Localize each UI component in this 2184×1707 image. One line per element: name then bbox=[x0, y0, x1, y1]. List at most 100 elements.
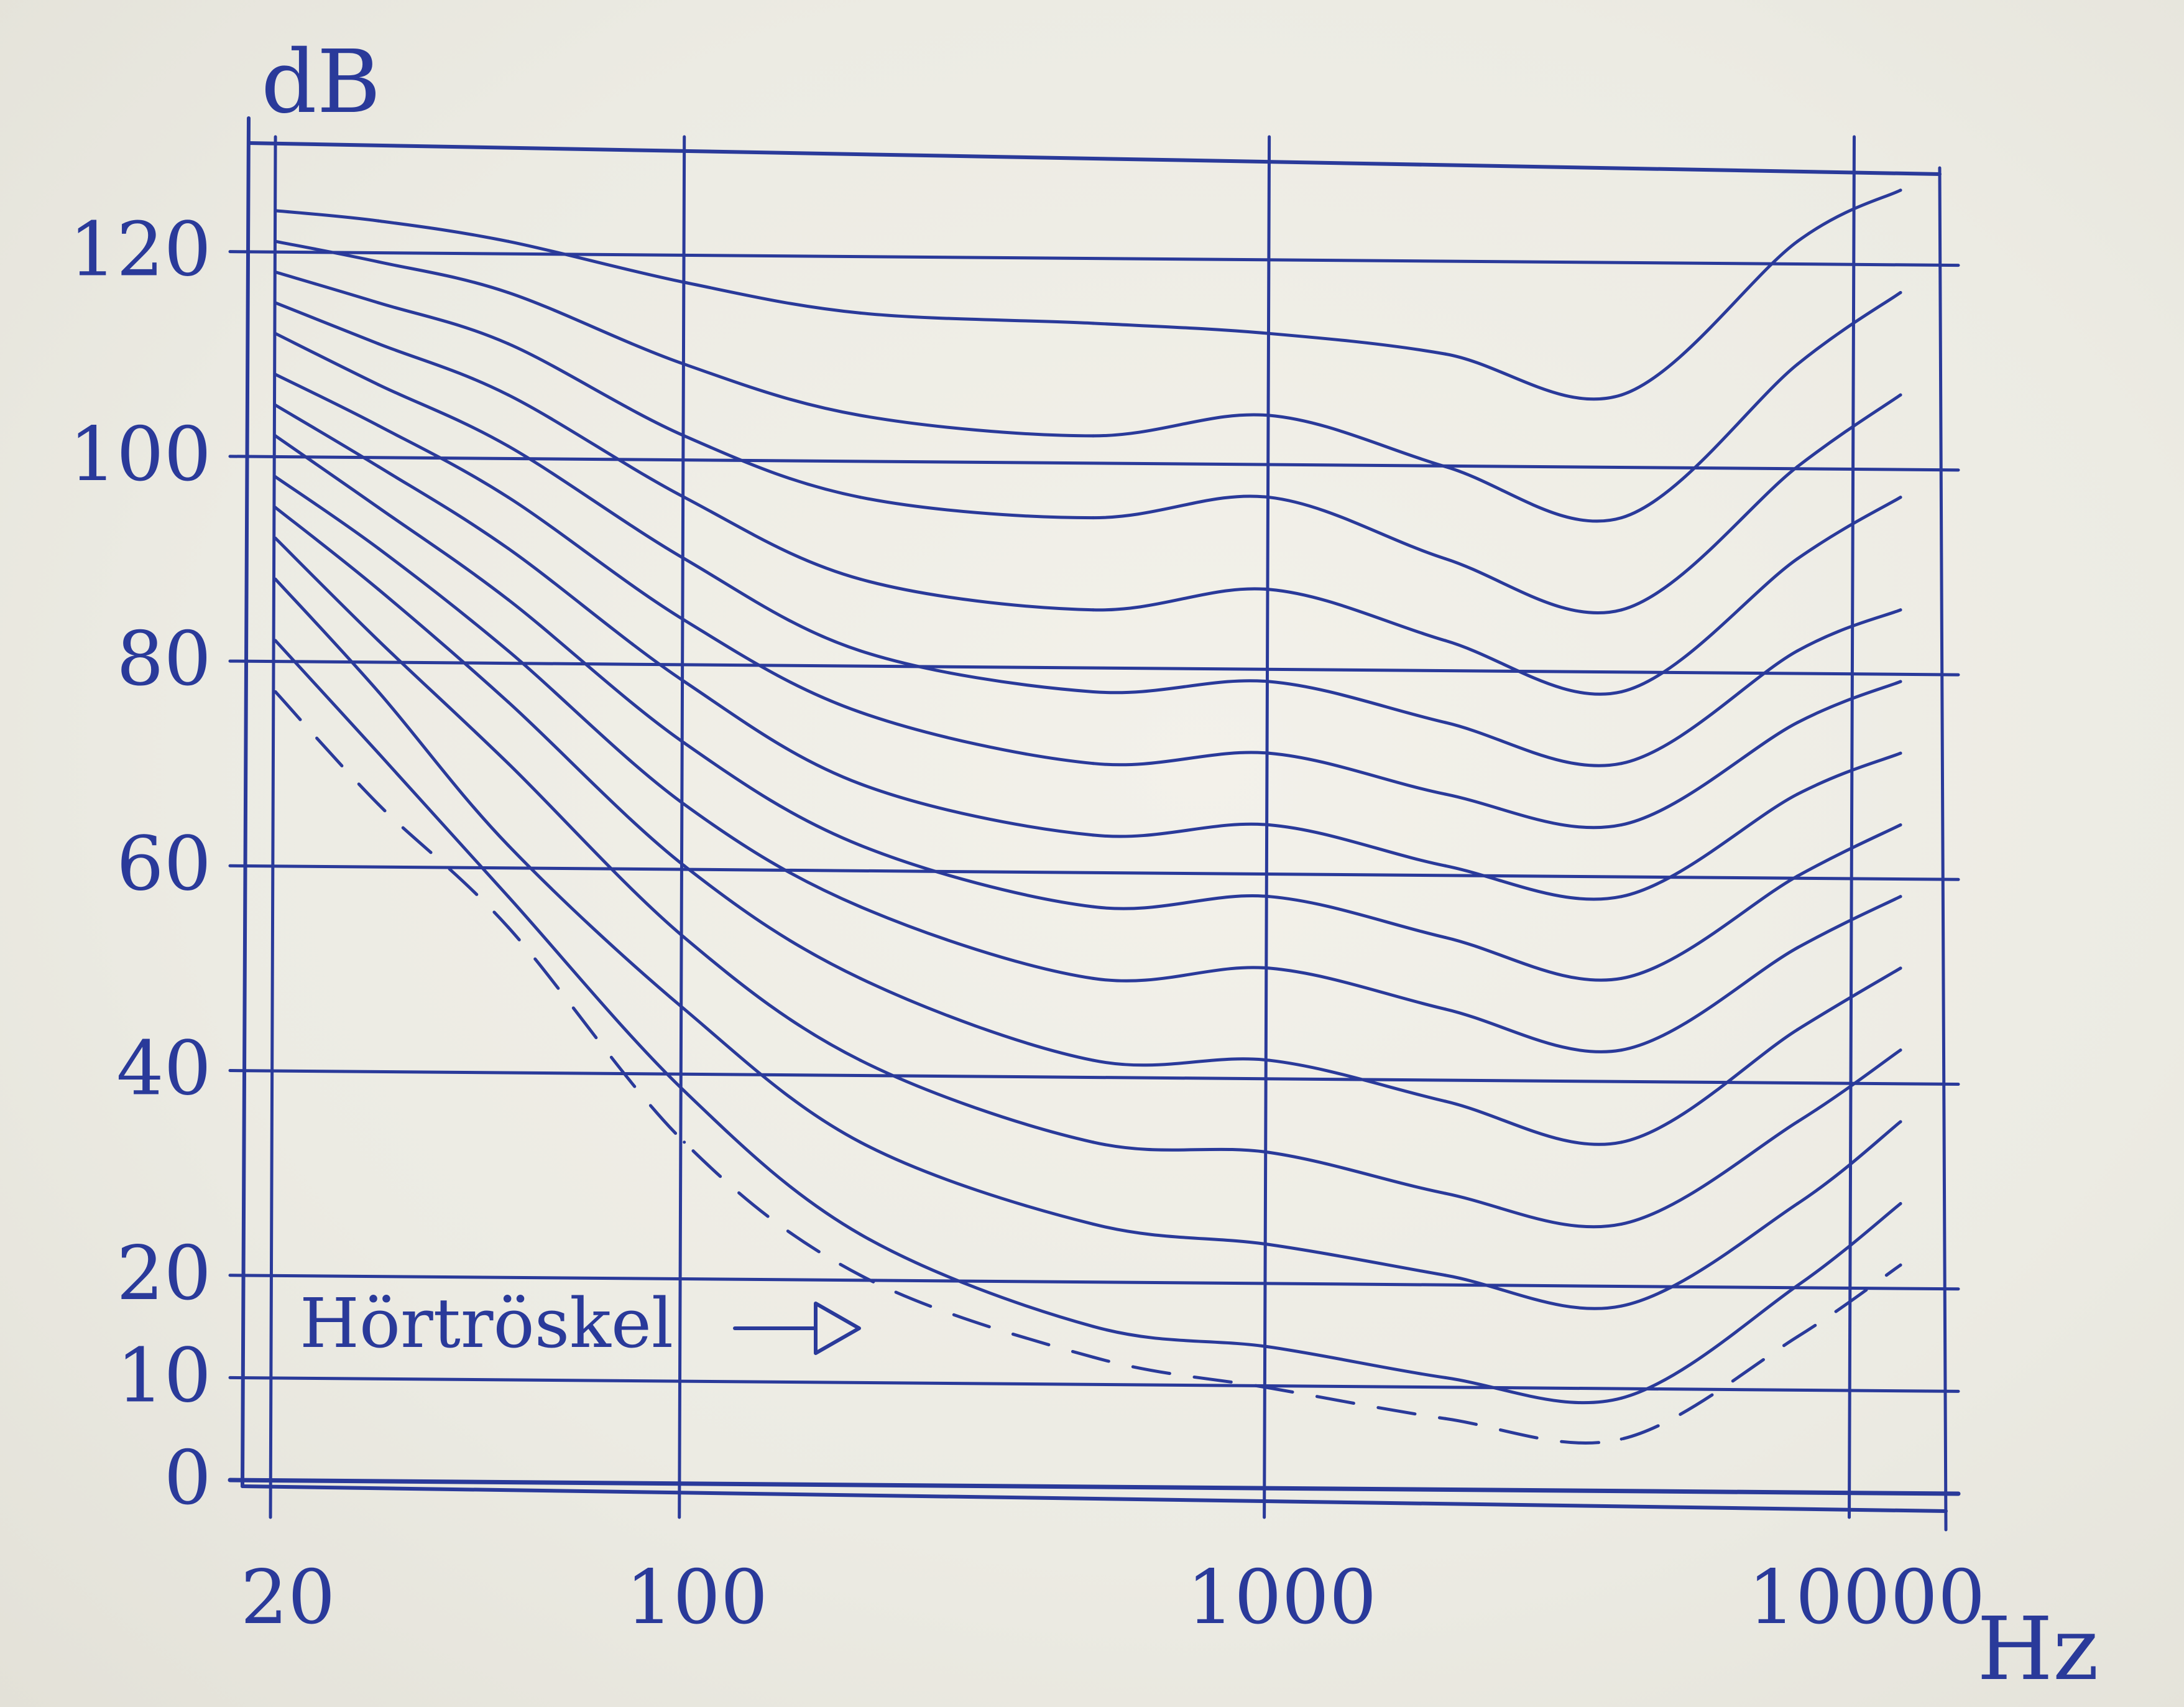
curve-11-point-9 bbox=[1795, 557, 1799, 560]
curve-5-point-10 bbox=[1899, 966, 1902, 970]
curve-14-point-1 bbox=[377, 219, 380, 223]
grid-line-y-40 bbox=[228, 1069, 1960, 1086]
curve-4-point-3 bbox=[683, 936, 686, 940]
x-tick-label-1000: 1000 bbox=[1187, 1555, 1376, 1641]
loudness-curves bbox=[274, 188, 1902, 1445]
curve-12-point-10 bbox=[1899, 393, 1902, 397]
curve-13-point-7 bbox=[1444, 465, 1447, 468]
curve-10-point-3 bbox=[683, 557, 686, 560]
curve-6-point-5 bbox=[1091, 976, 1095, 980]
curve-5-point-2 bbox=[506, 700, 510, 704]
curve-9-point-8 bbox=[1620, 823, 1623, 826]
y-tick-label-0: 0 bbox=[164, 1435, 211, 1522]
curve-3-point-1 bbox=[377, 690, 380, 693]
x-tick-label-10000: 10000 bbox=[1748, 1555, 1986, 1641]
curve-8-point-6 bbox=[1268, 823, 1271, 826]
curve-10-point-4 bbox=[859, 649, 862, 653]
curve-5-point-5 bbox=[1091, 1058, 1095, 1062]
curve-10-point-2 bbox=[506, 444, 510, 448]
grid-line-y-20 bbox=[228, 1274, 1960, 1291]
grid-line-y-100 bbox=[228, 455, 1960, 472]
curve-4-point-4 bbox=[859, 1058, 862, 1062]
curve-5-point-0 bbox=[274, 506, 277, 509]
loudness-curve-9 bbox=[274, 372, 1902, 830]
loudness-curve-4 bbox=[274, 537, 1902, 1229]
curve-13-point-5 bbox=[1091, 434, 1095, 438]
curve-2-point-7 bbox=[1444, 1376, 1447, 1379]
curve-13-point-9 bbox=[1795, 363, 1799, 366]
curve-8-point-9 bbox=[1795, 792, 1799, 796]
curve-7-point-9 bbox=[1795, 874, 1799, 878]
curve-4-point-5 bbox=[1091, 1140, 1095, 1144]
curve-11-point-5 bbox=[1091, 608, 1095, 612]
y-tick-label-40: 40 bbox=[116, 1026, 211, 1113]
curve-12-point-6 bbox=[1268, 496, 1271, 499]
loudness-curve-14 bbox=[274, 188, 1902, 401]
curve-4-point-2 bbox=[506, 762, 510, 766]
curve-3-point-2 bbox=[506, 843, 510, 847]
curve-11-point-2 bbox=[506, 393, 510, 397]
grid-line-x-20 bbox=[269, 135, 277, 1519]
y-tick-label-60: 60 bbox=[116, 821, 211, 907]
curve-7-point-0 bbox=[274, 434, 277, 438]
annotation-arrow-head bbox=[814, 1302, 861, 1355]
curve-2-point-0 bbox=[274, 639, 277, 642]
chart-grid bbox=[228, 135, 1961, 1532]
curve-4-point-0 bbox=[274, 537, 277, 540]
curve-6-point-0 bbox=[274, 475, 277, 479]
curve-12-point-0 bbox=[274, 271, 277, 274]
loudness-curve-7 bbox=[274, 434, 1902, 982]
curve-3-point-3 bbox=[683, 1007, 686, 1011]
curve-11-point-6 bbox=[1268, 588, 1271, 591]
curve-3-point-6 bbox=[1268, 1242, 1271, 1246]
curve-8-point-7 bbox=[1444, 864, 1447, 867]
frame-top bbox=[247, 141, 1942, 176]
y-tick-label-10: 10 bbox=[116, 1333, 211, 1419]
curve-7-point-3 bbox=[683, 741, 686, 745]
curve-12-point-7 bbox=[1444, 557, 1447, 560]
curve-2-point-6 bbox=[1268, 1345, 1271, 1349]
curve-2-point-10 bbox=[1899, 1202, 1902, 1206]
curve-4-point-6 bbox=[1268, 1150, 1271, 1154]
curve-14-point-10 bbox=[1899, 188, 1902, 192]
curve-7-point-2 bbox=[506, 598, 510, 601]
curve-7-point-10 bbox=[1899, 823, 1902, 826]
curve-11-point-0 bbox=[274, 301, 277, 305]
curve-1-point-2 bbox=[506, 925, 510, 929]
curve-11-point-8 bbox=[1620, 690, 1623, 693]
curve-9-point-5 bbox=[1091, 762, 1095, 766]
curve-12-point-1 bbox=[377, 301, 380, 305]
curve-9-point-2 bbox=[506, 496, 510, 499]
curve-11-point-3 bbox=[683, 496, 686, 499]
x-axis-label: Hz bbox=[1977, 1599, 2099, 1700]
curve-14-point-9 bbox=[1795, 239, 1799, 243]
curve-10-point-9 bbox=[1795, 649, 1799, 653]
grid-line-y-60 bbox=[228, 864, 1960, 881]
curve-6-point-7 bbox=[1444, 1007, 1447, 1011]
curve-14-point-7 bbox=[1444, 352, 1447, 356]
loudness-curve-6 bbox=[274, 475, 1902, 1053]
curve-4-point-1 bbox=[377, 639, 380, 642]
x-tick-label-20: 20 bbox=[241, 1555, 336, 1641]
curve-9-point-6 bbox=[1268, 751, 1271, 755]
curve-1-point-10 bbox=[1899, 1263, 1902, 1267]
curve-9-point-9 bbox=[1795, 721, 1799, 724]
loudness-curve-3 bbox=[274, 577, 1902, 1310]
curve-12-point-9 bbox=[1795, 465, 1799, 468]
curve-7-point-8 bbox=[1620, 976, 1623, 980]
curve-12-point-8 bbox=[1620, 608, 1623, 612]
curve-9-point-10 bbox=[1899, 680, 1902, 683]
curve-4-point-10 bbox=[1899, 1048, 1902, 1052]
curve-7-point-1 bbox=[377, 506, 380, 509]
curve-1-point-7 bbox=[1444, 1417, 1447, 1420]
curve-7-point-6 bbox=[1268, 895, 1271, 899]
curve-2-point-1 bbox=[377, 751, 380, 755]
curve-13-point-2 bbox=[506, 290, 510, 294]
x-tick-label-100: 100 bbox=[625, 1555, 768, 1641]
curve-2-point-3 bbox=[683, 1089, 686, 1093]
curve-13-point-0 bbox=[274, 239, 277, 243]
curve-1-point-4 bbox=[859, 1274, 862, 1277]
curve-3-point-5 bbox=[1091, 1222, 1095, 1226]
curve-9-point-7 bbox=[1444, 792, 1447, 796]
curve-10-point-10 bbox=[1899, 608, 1902, 612]
